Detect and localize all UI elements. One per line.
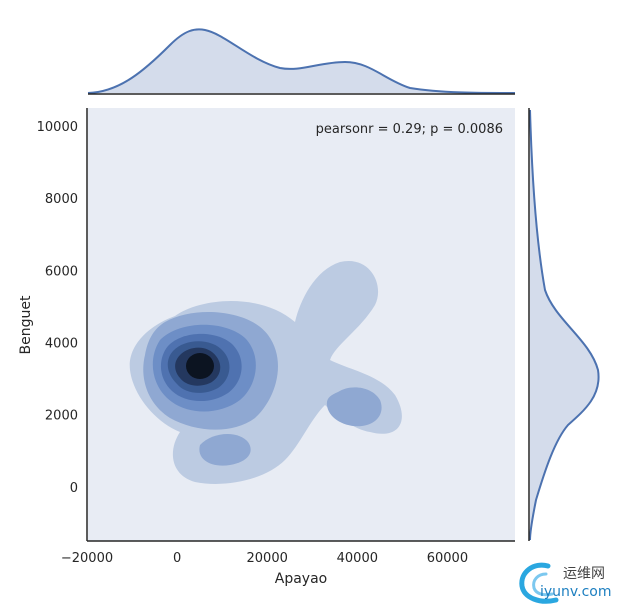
y-tick-label: 0 <box>70 481 78 496</box>
x-tick-labels: −20000 0 20000 40000 60000 <box>61 551 468 566</box>
kde-contour-island-secondary <box>326 387 382 427</box>
top-marginal-kde <box>87 28 516 95</box>
y-tick-label: 4000 <box>45 337 78 352</box>
kde-contour-peak <box>186 353 214 379</box>
y-axis-label: Benguet <box>18 295 34 354</box>
y-tick-labels: 0 2000 4000 6000 8000 10000 <box>37 120 78 496</box>
right-marginal-line <box>529 109 600 541</box>
y-tick-label: 8000 <box>45 192 78 207</box>
kde-contour-island-minor <box>199 434 251 466</box>
watermark: 运维网 iyunv.com <box>519 562 611 604</box>
watermark-cn-text: 运维网 <box>563 566 605 582</box>
watermark-url-text: iyunv.com <box>540 584 611 600</box>
x-tick-label: 20000 <box>247 551 288 566</box>
y-tick-label: 2000 <box>45 409 78 424</box>
top-marginal-line <box>87 28 516 94</box>
watermark-logo-icon <box>519 562 559 604</box>
top-marginal-fill <box>88 29 515 94</box>
x-tick-label: 60000 <box>427 551 468 566</box>
x-tick-label: 0 <box>173 551 181 566</box>
joint-panel: pearsonr = 0.29; p = 0.0086 −20000 0 20000… <box>18 108 515 587</box>
y-tick-label: 6000 <box>45 264 78 279</box>
watermark-logo-icon-inner <box>532 572 554 597</box>
pearson-annotation: pearsonr = 0.29; p = 0.0086 <box>316 122 503 137</box>
kde-contours <box>129 260 402 484</box>
y-tick-label: 10000 <box>37 120 78 135</box>
x-tick-label: −20000 <box>61 551 113 566</box>
x-axis-label: Apayao <box>275 571 327 587</box>
x-tick-label: 40000 <box>337 551 378 566</box>
right-marginal-fill <box>530 110 599 540</box>
right-marginal-kde <box>528 108 600 541</box>
